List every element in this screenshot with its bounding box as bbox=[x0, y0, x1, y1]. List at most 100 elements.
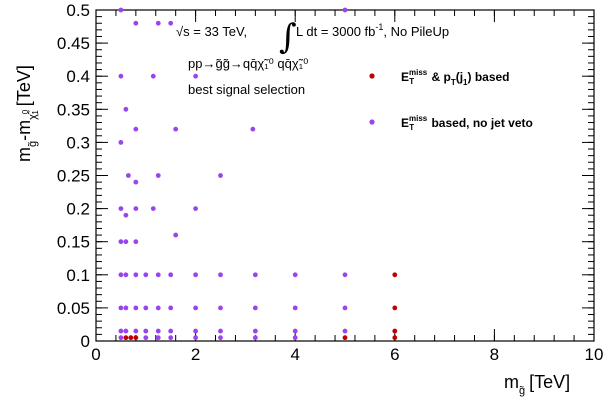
data-point bbox=[155, 335, 161, 341]
y-tick-label: 0.3 bbox=[66, 133, 90, 152]
y-tick-label: 0.25 bbox=[57, 167, 90, 186]
y-tick-label: 0.05 bbox=[57, 299, 90, 318]
data-point bbox=[392, 305, 398, 311]
data-point bbox=[173, 126, 179, 132]
data-point bbox=[193, 305, 199, 311]
data-point bbox=[292, 335, 298, 341]
data-point bbox=[133, 272, 139, 278]
data-points bbox=[118, 7, 398, 341]
data-point bbox=[342, 7, 348, 13]
x-tick-label: 8 bbox=[490, 345, 499, 364]
y-tick-label: 0.2 bbox=[66, 200, 90, 219]
integral-sign: ∫ bbox=[279, 17, 297, 57]
data-point bbox=[133, 179, 139, 185]
data-point bbox=[123, 272, 129, 278]
data-point bbox=[252, 305, 258, 311]
data-point bbox=[118, 272, 124, 278]
data-point bbox=[143, 328, 149, 334]
data-point bbox=[193, 328, 199, 334]
legend-label-1: Emiss T & pT(j1) based bbox=[401, 68, 510, 87]
data-point bbox=[168, 272, 174, 278]
data-point bbox=[155, 272, 161, 278]
data-point bbox=[155, 173, 161, 178]
data-point bbox=[118, 140, 124, 145]
data-point bbox=[218, 305, 223, 311]
data-point bbox=[155, 328, 161, 334]
axis-ticks bbox=[95, 9, 595, 342]
data-point bbox=[168, 305, 174, 311]
y-tick-label: 0.1 bbox=[66, 266, 90, 285]
data-point bbox=[118, 328, 124, 334]
data-point bbox=[125, 173, 131, 178]
x-tick-label: 10 bbox=[585, 345, 604, 364]
x-tick-labels: 0 2 4 6 8 10 bbox=[91, 345, 603, 364]
data-point bbox=[118, 206, 124, 212]
data-point bbox=[252, 272, 258, 278]
data-point bbox=[118, 239, 124, 245]
data-point bbox=[143, 305, 149, 311]
data-point bbox=[133, 206, 139, 212]
data-point bbox=[218, 272, 223, 278]
data-point bbox=[150, 73, 156, 79]
data-point bbox=[143, 272, 149, 278]
y-tick-label: 0.45 bbox=[57, 34, 90, 53]
data-point bbox=[193, 335, 199, 341]
data-point bbox=[123, 305, 129, 311]
data-point bbox=[133, 20, 139, 26]
data-point bbox=[342, 328, 348, 334]
legend-marker-1 bbox=[369, 73, 375, 79]
legend-marker-2 bbox=[369, 119, 375, 125]
data-point bbox=[118, 73, 124, 79]
data-point bbox=[118, 7, 124, 13]
x-tick-label: 6 bbox=[390, 345, 399, 364]
y-tick-label: 0.5 bbox=[66, 1, 90, 20]
data-point bbox=[128, 335, 134, 341]
data-point bbox=[118, 335, 124, 341]
data-point bbox=[250, 126, 256, 132]
data-point bbox=[133, 305, 139, 311]
data-point bbox=[218, 335, 223, 341]
data-point bbox=[143, 335, 149, 341]
data-point bbox=[133, 126, 139, 132]
data-point bbox=[173, 232, 179, 238]
annotation-line1-lumi: L dt = 3000 fb-1, No PileUp bbox=[296, 22, 449, 39]
y-tick-label: 0.4 bbox=[66, 67, 90, 86]
x-tick-label: 4 bbox=[290, 345, 299, 364]
data-point bbox=[193, 206, 199, 212]
legend-label-2: Emiss T based, no jet veto bbox=[401, 114, 533, 132]
data-point bbox=[123, 106, 129, 112]
plot-frame bbox=[95, 9, 595, 342]
data-point bbox=[133, 239, 139, 245]
y-tick-label: 0 bbox=[81, 332, 90, 351]
y-tick-label: 0.35 bbox=[57, 100, 90, 119]
data-point bbox=[155, 20, 161, 26]
data-point bbox=[123, 335, 129, 341]
data-point bbox=[133, 328, 139, 334]
data-point bbox=[392, 272, 398, 278]
data-point bbox=[123, 212, 129, 218]
legend: Emiss T & pT(j1) based Emiss T based, no j… bbox=[369, 68, 533, 132]
y-axis-label: mg̃-mχ̃01[TeV] bbox=[14, 65, 40, 162]
data-point bbox=[392, 335, 398, 341]
data-point bbox=[342, 305, 348, 311]
data-point bbox=[218, 173, 223, 178]
data-point bbox=[292, 272, 298, 278]
annotation-line1: √s = 33 TeV, bbox=[176, 24, 247, 39]
annotation-line2: pp→g̃g̃→qq̄χ̃₁⁰ qq̄χ̃₁⁰ bbox=[188, 56, 308, 71]
y-tick-labels: 0 0.05 0.1 0.15 0.2 0.25 0.3 0.35 0.4 0.45 0.5 bbox=[57, 1, 90, 351]
y-tick-label: 0.15 bbox=[57, 233, 90, 252]
data-point bbox=[123, 239, 129, 245]
data-point bbox=[392, 328, 398, 334]
data-point bbox=[193, 272, 199, 278]
x-tick-label: 0 bbox=[91, 345, 100, 364]
data-point bbox=[342, 272, 348, 278]
data-point bbox=[133, 335, 139, 341]
data-point bbox=[342, 335, 348, 341]
data-point bbox=[252, 335, 258, 341]
data-point bbox=[252, 328, 258, 334]
data-point bbox=[150, 206, 156, 212]
data-point bbox=[118, 305, 124, 311]
data-point bbox=[292, 305, 298, 311]
data-point bbox=[193, 73, 199, 79]
data-point bbox=[155, 305, 161, 311]
